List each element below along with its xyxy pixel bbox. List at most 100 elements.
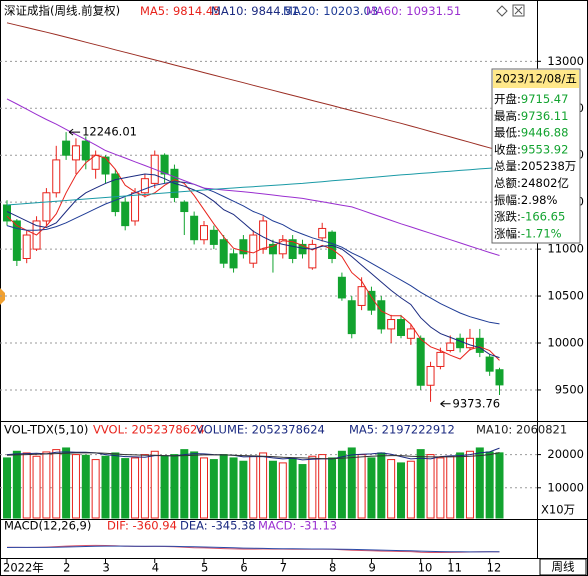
close-icon[interactable]	[512, 4, 525, 17]
info-row: 最高:9736.11	[494, 108, 568, 122]
info-value: 205238万	[521, 159, 576, 173]
candle-body	[42, 192, 51, 222]
info-date-bg	[493, 70, 579, 88]
x-tick-label: 3	[103, 561, 110, 575]
legend-value: 9814.45	[173, 4, 221, 18]
candle-body	[278, 239, 287, 255]
legend-value: 9844.51	[251, 4, 299, 18]
candle-body	[367, 290, 376, 311]
chart-title: 深证成指(周线.前复权)	[4, 4, 120, 18]
candle-body	[71, 145, 80, 161]
volume-bar	[71, 454, 80, 519]
candle-body	[200, 225, 208, 241]
period-button-label[interactable]: 周线	[552, 560, 575, 574]
info-box-frame	[491, 68, 581, 244]
candle-body	[416, 337, 425, 386]
indicator-line	[6, 180, 500, 325]
volume-bar	[259, 452, 268, 519]
volume-bar	[278, 462, 287, 519]
y-tick-label: 10500	[547, 289, 584, 303]
candle-body	[111, 173, 120, 213]
volume-bar	[22, 452, 31, 519]
legend-entry: VOLUME: 2052378624	[196, 423, 325, 437]
y-tick-label: 13000	[547, 54, 584, 68]
volume-bar	[318, 454, 327, 519]
candle-body	[249, 234, 258, 264]
period-button[interactable]	[539, 558, 587, 576]
volume-bar	[475, 447, 484, 519]
legend-entry: MA10: 9844.51	[211, 4, 299, 18]
volume-bar	[140, 454, 149, 519]
volume-bar	[219, 454, 228, 519]
y-tick-label: 20000	[547, 447, 584, 461]
volume-bar	[406, 460, 415, 519]
candle-body	[397, 319, 405, 336]
indicator-line	[6, 544, 500, 553]
annotation-low: 9373.76	[453, 396, 501, 410]
info-row: 振幅:2.98%	[494, 192, 557, 206]
volume-bar	[160, 455, 169, 519]
panel-title: MACD(12,26,9)	[4, 519, 91, 533]
volume-bar	[298, 464, 307, 519]
legend-entry: MA20: 10203.03	[283, 4, 378, 18]
candle-body	[180, 201, 189, 213]
candle-body	[485, 356, 494, 372]
x-tick-label: 2	[63, 561, 70, 575]
toolbar-icons	[496, 4, 525, 17]
volume-bar	[328, 457, 337, 519]
indicator-line	[6, 545, 500, 553]
volume-bar	[62, 447, 71, 519]
info-label: 最高:	[494, 108, 521, 122]
volume-bar	[12, 450, 21, 519]
candle-body	[318, 227, 327, 239]
candle-body	[377, 300, 386, 330]
candle-body	[239, 239, 248, 255]
info-label: 涨幅:	[494, 226, 521, 240]
candle-body	[190, 215, 199, 241]
info-value: 24802亿	[521, 176, 569, 190]
info-value: -166.65	[521, 209, 565, 223]
x-tick-label: 7	[280, 561, 287, 575]
legend-value: 10203.03	[323, 4, 378, 18]
settings-icon[interactable]	[496, 5, 508, 17]
volume-bar	[91, 459, 100, 519]
candle-body	[337, 276, 346, 299]
candle-body	[426, 365, 435, 386]
indicator-line	[6, 154, 500, 361]
volume-bar	[446, 455, 455, 519]
candle-body	[446, 342, 455, 352]
volume-bar	[200, 457, 208, 519]
volume-bar	[465, 450, 474, 519]
info-row: 开盘:9715.47	[494, 92, 568, 106]
candle-body	[456, 337, 465, 349]
candle-body	[298, 243, 307, 255]
candle-body	[52, 159, 61, 194]
volume-bar	[308, 455, 317, 519]
y-tick-label: 10000	[547, 480, 584, 494]
annotation-high: 12246.01	[82, 125, 137, 139]
candle-body	[160, 154, 169, 175]
info-row: 总量:205238万	[494, 159, 576, 173]
volume-bar	[101, 455, 110, 519]
x-tick-label: 2022年	[3, 561, 44, 575]
volume-bar	[209, 459, 218, 519]
volume-bar	[190, 451, 199, 519]
x-tick-label: 9	[368, 561, 375, 575]
volume-bar	[387, 459, 396, 519]
volume-bar	[239, 460, 248, 519]
indicator-line	[6, 173, 500, 359]
candle-body	[465, 337, 474, 349]
info-box: 2023/12/08/五开盘:9715.47最高:9736.11最低:9446.…	[491, 68, 581, 244]
legend-name: MA60:	[366, 4, 402, 18]
candle-body	[436, 351, 445, 367]
candle-body	[495, 369, 504, 386]
indicator-line	[6, 452, 500, 460]
volume-bar	[52, 449, 61, 519]
info-row: 收盘:9553.92	[494, 142, 568, 156]
volume-bar	[42, 451, 51, 519]
annotation-arrow	[440, 400, 451, 408]
info-date: 2023/12/08/五	[495, 72, 577, 86]
scroll-marker[interactable]	[0, 288, 5, 305]
volume-bar	[81, 454, 90, 519]
